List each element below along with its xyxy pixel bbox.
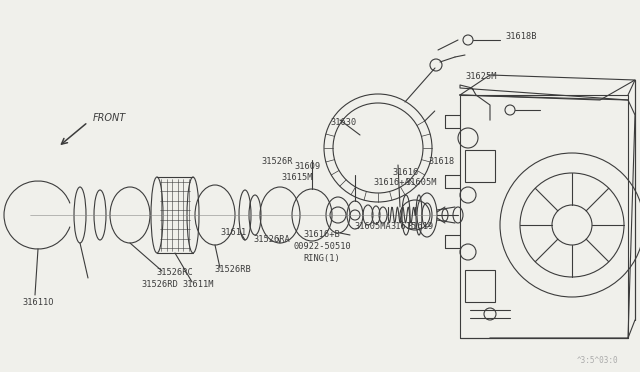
Text: ^3:5^03:0: ^3:5^03:0 <box>577 356 618 365</box>
Text: 31605M: 31605M <box>405 178 436 187</box>
Text: 31616: 31616 <box>392 168 419 177</box>
Text: 31611O: 31611O <box>22 298 54 307</box>
Text: 31615M: 31615M <box>281 173 312 182</box>
Text: 31630: 31630 <box>330 118 356 127</box>
Text: 31619: 31619 <box>407 222 433 231</box>
Bar <box>465 150 495 182</box>
Text: 31605MA: 31605MA <box>354 222 391 231</box>
Text: 31526RD: 31526RD <box>141 280 178 289</box>
Text: 31526RB: 31526RB <box>214 265 251 274</box>
Text: 31526RA: 31526RA <box>253 235 290 244</box>
Text: 31616+B: 31616+B <box>303 230 340 239</box>
Text: RING(1): RING(1) <box>303 254 340 263</box>
Text: 31611M: 31611M <box>182 280 214 289</box>
Text: 31618: 31618 <box>428 157 454 166</box>
Text: 31611: 31611 <box>220 228 246 237</box>
Text: 00922-50510: 00922-50510 <box>294 242 352 251</box>
Text: 31526RC: 31526RC <box>156 268 193 277</box>
Text: FRONT: FRONT <box>93 113 126 123</box>
Text: 31609: 31609 <box>294 162 320 171</box>
Text: 31618B: 31618B <box>505 32 536 41</box>
Bar <box>465 270 495 302</box>
Text: 31526R: 31526R <box>261 157 292 166</box>
Text: 31615: 31615 <box>390 222 416 231</box>
Text: 31625M: 31625M <box>465 72 497 81</box>
Text: 31616+A: 31616+A <box>373 178 410 187</box>
